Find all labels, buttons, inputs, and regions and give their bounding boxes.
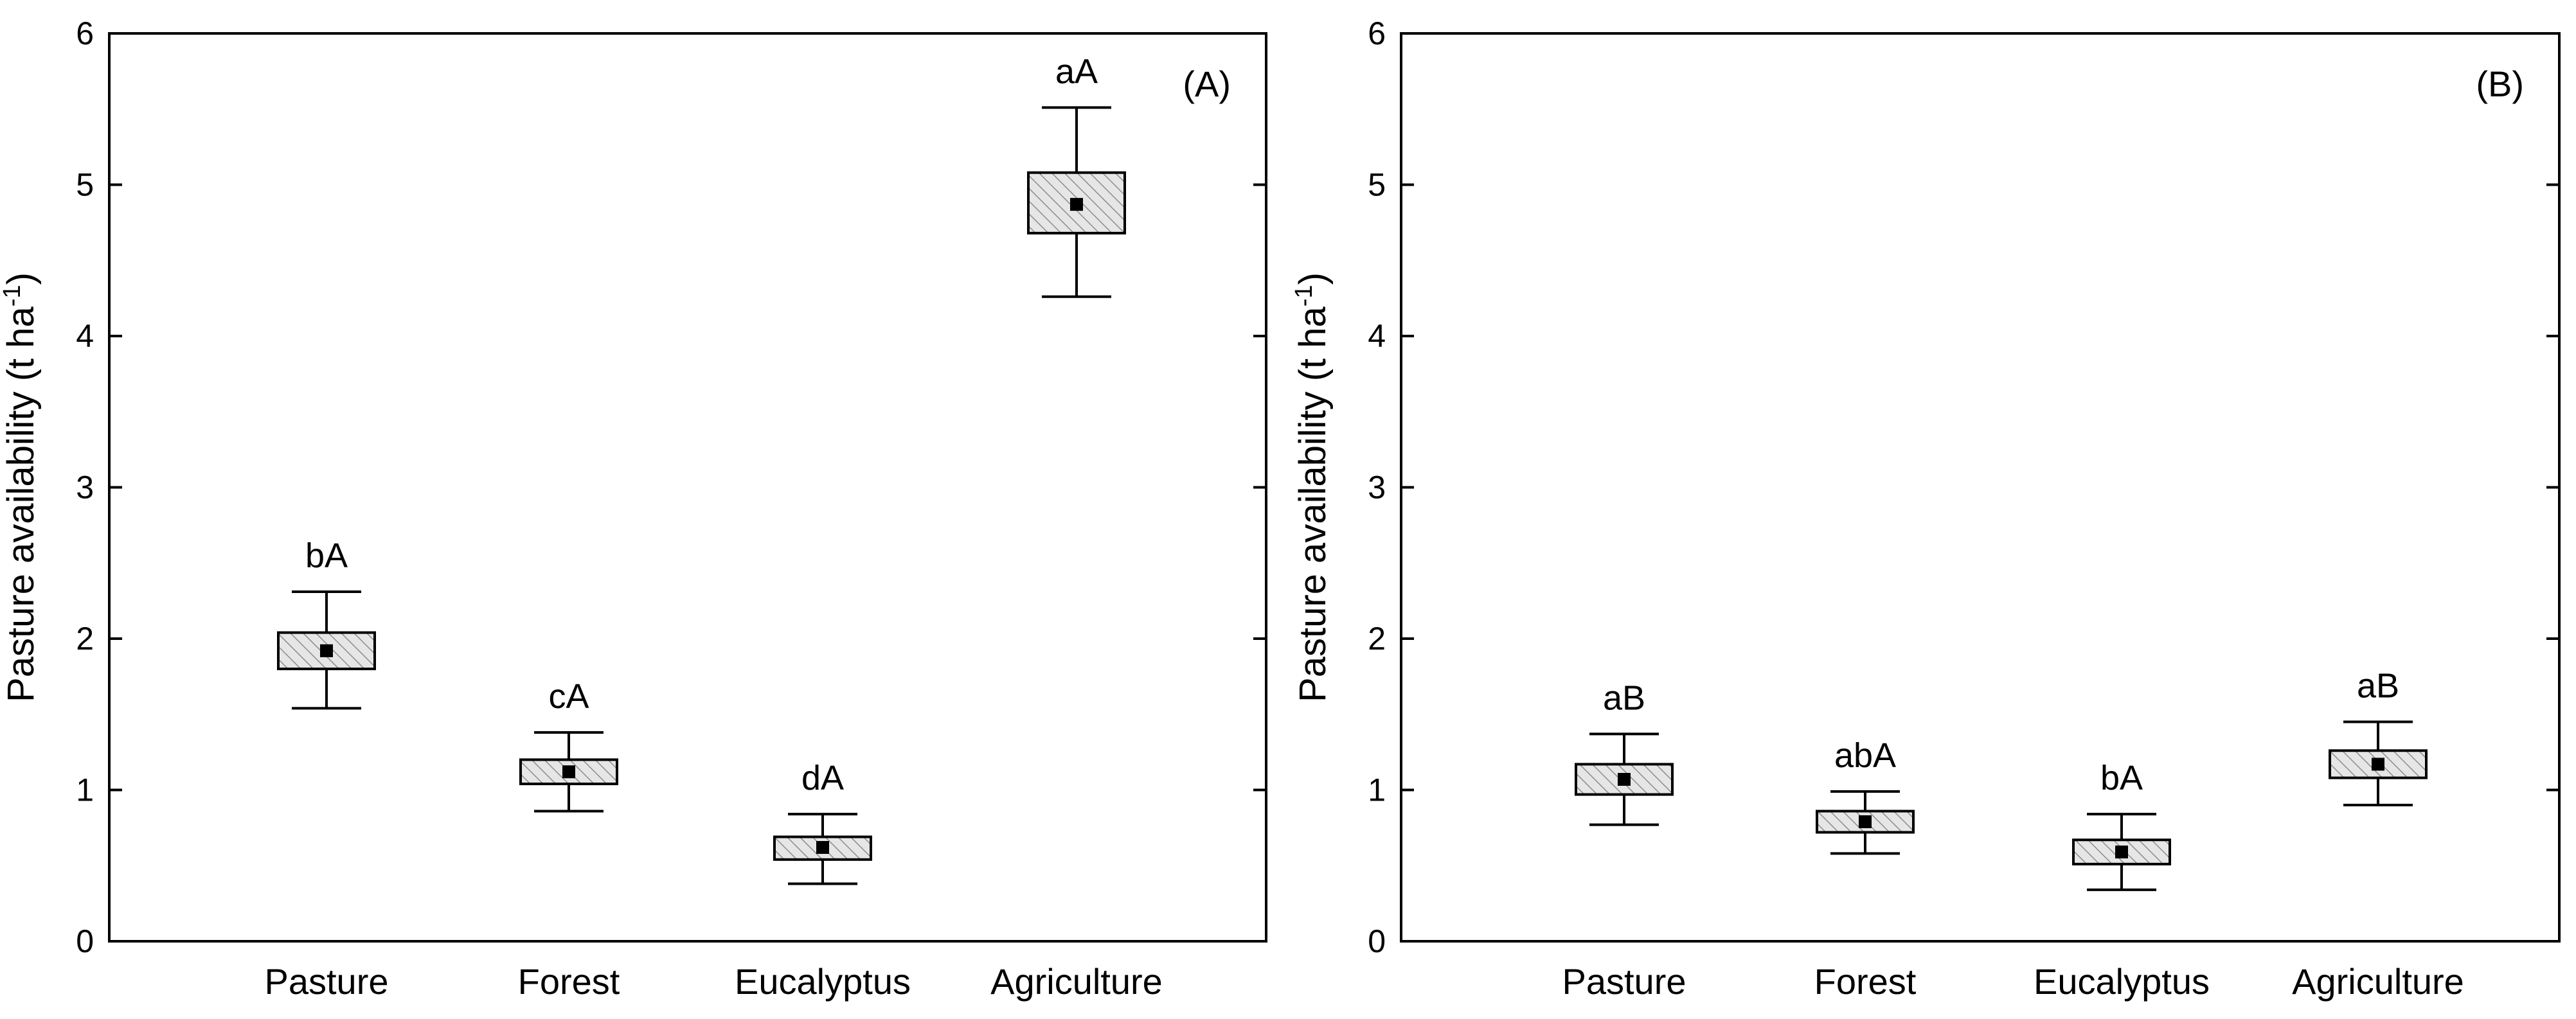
significance-letter: dA [801,759,844,797]
y-tick-label: 2 [76,621,94,657]
mean-point [1859,815,1872,828]
box [519,758,618,786]
y-tick-label: 4 [76,318,94,354]
mean-point [2372,758,2384,771]
y-tick-label: 0 [76,923,94,959]
mean-point [2115,846,2128,859]
y-tick-label: 3 [76,470,94,506]
x-category-label: Pasture [1562,961,1686,1002]
y-tick-label: 6 [76,15,94,51]
panel-b: 0 1 2 3 4 5 6 (B) Pasture availability (t ha-1) P… [1291,15,2561,1002]
y-tick-label: 0 [1368,923,1386,959]
y-tick-label: 4 [1368,318,1386,354]
y-tick-label: 1 [76,772,94,808]
panel-a: 0 1 2 3 4 5 6 (A) Pasture availability (t ha-1) P… [0,15,1267,1002]
significance-letter: aB [2357,667,2399,705]
y-tick-label: 3 [1368,470,1386,506]
mean-point [320,644,333,657]
mean-point [562,765,575,779]
x-category-label: Eucalyptus [735,961,911,1002]
panel-label: (B) [2476,64,2524,104]
x-category-label: Pasture [265,961,389,1002]
x-category-label: Eucalyptus [2034,961,2210,1002]
significance-letter: aB [1603,678,1645,717]
x-category-label: Forest [1814,961,1917,1002]
panel-label: (A) [1183,64,1231,104]
y-tick-label: 5 [1368,167,1386,203]
significance-letter: bA [2100,759,2143,797]
box [2072,838,2171,865]
mean-point [1618,773,1631,786]
mean-point [816,840,829,854]
y-tick-label: 5 [76,167,94,203]
significance-letter: bA [305,536,348,575]
mean-point [1070,198,1083,211]
y-tick-label: 1 [1368,772,1386,808]
significance-letter: abA [1834,736,1896,775]
y-axis-label: Pasture availability (t ha-1) [1291,272,1334,702]
y-axis-label: Pasture availability (t ha-1) [0,272,42,702]
y-tick-label: 6 [1368,15,1386,51]
x-category-label: Agriculture [990,961,1163,1002]
plot-frame [108,32,1267,943]
x-category-label: Agriculture [2292,961,2464,1002]
significance-letter: aA [1055,52,1098,91]
x-category-label: Forest [518,961,620,1002]
y-tick-label: 2 [1368,621,1386,657]
significance-letter: cA [548,677,589,716]
